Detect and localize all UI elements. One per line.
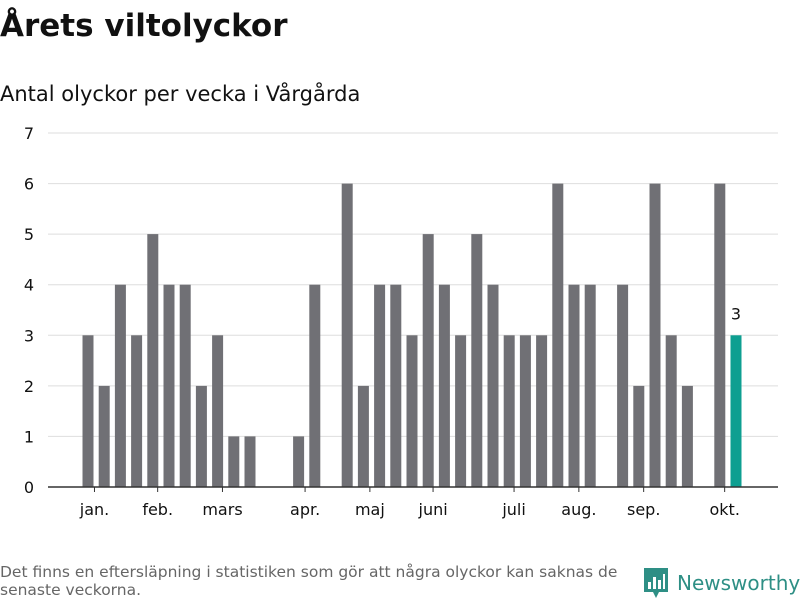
bar[interactable] (98, 385, 110, 487)
data-labels: 3 (731, 304, 741, 323)
y-tick-label: 4 (24, 276, 34, 295)
y-tick-label: 7 (24, 124, 34, 143)
bar[interactable] (114, 284, 126, 487)
bar[interactable] (179, 284, 191, 487)
chart-subtitle: Antal olyckor per vecka i Vårgårda (0, 82, 361, 106)
x-tick-label: sep. (627, 500, 660, 519)
y-tick-label: 2 (24, 377, 34, 396)
bar[interactable] (681, 385, 693, 487)
bar[interactable] (374, 284, 386, 487)
x-tick-label: aug. (561, 500, 596, 519)
x-tick-label: juli (501, 500, 525, 519)
bar[interactable] (357, 385, 369, 487)
x-tick-label: apr. (290, 500, 320, 519)
bar[interactable] (487, 284, 499, 487)
x-axis-ticks: jan. feb. mars apr. maj juni juli aug. sep. okt. (79, 487, 740, 519)
y-tick-label: 1 (24, 427, 34, 446)
y-tick-label: 3 (24, 326, 34, 345)
brand-name: Newsworthy (677, 571, 800, 595)
bar[interactable] (503, 335, 515, 487)
bar[interactable] (244, 436, 256, 487)
bar[interactable] (147, 234, 159, 487)
bar[interactable] (309, 284, 321, 487)
bar[interactable] (665, 335, 677, 487)
bar[interactable] (82, 335, 94, 487)
newsworthy-brand[interactable]: Newsworthy (644, 568, 800, 598)
bar[interactable] (633, 385, 645, 487)
data-label: 3 (731, 304, 741, 323)
y-tick-label: 0 (24, 478, 34, 497)
bar[interactable] (568, 284, 580, 487)
bar[interactable] (438, 284, 450, 487)
bar[interactable] (584, 284, 596, 487)
bar[interactable] (714, 183, 726, 487)
bar[interactable] (212, 335, 224, 487)
bar[interactable] (341, 183, 353, 487)
bar[interactable] (471, 234, 483, 487)
bar[interactable] (131, 335, 143, 487)
bar-chart: 0 1 2 3 4 5 6 7 3 jan. feb. mars apr. maj juni juli au… (24, 124, 778, 519)
bar[interactable] (293, 436, 305, 487)
bars (82, 183, 742, 487)
bar[interactable] (552, 183, 564, 487)
bar[interactable] (455, 335, 467, 487)
x-tick-label: juni (418, 500, 448, 519)
bar[interactable] (519, 335, 531, 487)
bar[interactable] (406, 335, 418, 487)
bar[interactable] (649, 183, 661, 487)
bar[interactable] (163, 284, 175, 487)
bar[interactable] (228, 436, 240, 487)
bar[interactable] (390, 284, 402, 487)
bar[interactable] (536, 335, 548, 487)
bar[interactable] (617, 284, 629, 487)
bar[interactable] (195, 385, 207, 487)
y-axis-ticks: 0 1 2 3 4 5 6 7 (24, 124, 34, 497)
chart-title: Årets viltolyckor (0, 8, 288, 44)
x-tick-label: okt. (709, 500, 739, 519)
footnote: Det finns en eftersläpning i statistiken… (0, 563, 618, 599)
x-tick-label: maj (355, 500, 385, 519)
x-tick-label: feb. (142, 500, 173, 519)
x-tick-label: mars (202, 500, 242, 519)
x-tick-label: jan. (79, 500, 109, 519)
y-tick-label: 6 (24, 175, 34, 194)
bar[interactable] (422, 234, 434, 487)
bar-highlighted[interactable] (730, 335, 742, 487)
newsworthy-logo-icon (644, 568, 668, 598)
y-tick-label: 5 (24, 225, 34, 244)
